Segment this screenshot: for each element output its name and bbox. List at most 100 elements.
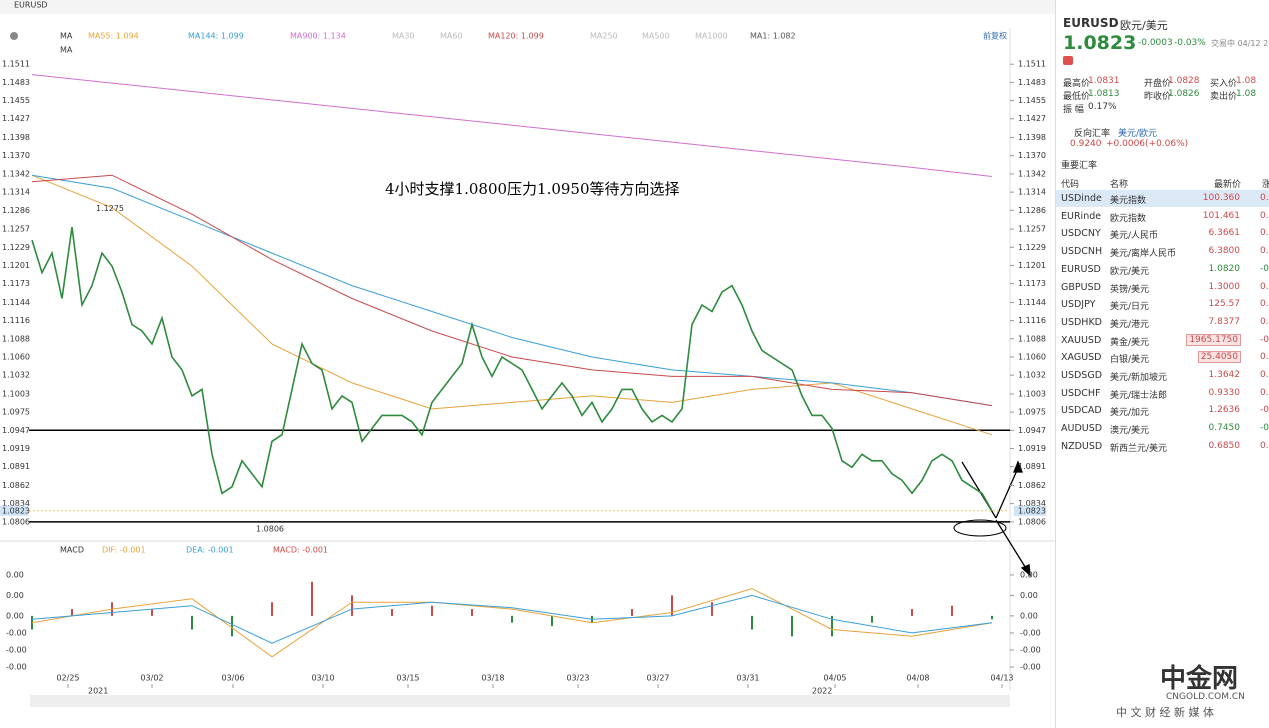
y-tick-label: 1.1286 xyxy=(2,206,30,215)
legend-entry: MA500 xyxy=(642,32,670,41)
change: 0. xyxy=(1260,281,1269,292)
reverse-label: 反向汇率 xyxy=(1074,129,1111,139)
stat: 最低价 xyxy=(1063,92,1091,102)
y-tick-label: 1.1483 xyxy=(1018,78,1046,87)
macd-tick-label: -0.00 xyxy=(1020,628,1041,637)
name: 黄金/美元 xyxy=(1110,337,1150,348)
x-tick-label: 03/23 xyxy=(566,674,589,683)
y-tick-label: 1.1173 xyxy=(2,279,30,288)
y-tick-label: 1.1201 xyxy=(2,261,30,270)
macd-bar xyxy=(471,609,473,616)
name: 美元指数 xyxy=(1110,196,1147,206)
indicator-name: MA xyxy=(60,32,73,41)
y-tick-label: 1.1144 xyxy=(1018,298,1046,307)
macd-bar xyxy=(271,602,273,616)
code: XAUUSD xyxy=(1061,334,1102,346)
last-price: 0.7450 xyxy=(1208,423,1241,434)
name: 美元/港元 xyxy=(1110,319,1150,330)
scrollbar[interactable] xyxy=(30,695,1010,707)
x-tick-label: 04/13 xyxy=(990,674,1013,683)
stat: 最高价 xyxy=(1063,79,1091,89)
ma-line xyxy=(31,174,993,407)
y-tick-label: 1.1342 xyxy=(2,169,30,178)
annotation-title: 4小时支撑1.0800压力1.0950等待方向选择 xyxy=(385,180,680,198)
legend-entry: MA1000 xyxy=(695,32,728,41)
last-price: 0.9330 xyxy=(1208,387,1241,398)
x-tick-label: 02/25 xyxy=(56,674,79,683)
percent: -0.03% xyxy=(1174,38,1206,48)
y-tick-label: 1.0891 xyxy=(2,462,30,471)
y-tick-label: 1.0919 xyxy=(2,444,30,453)
last-price: 6.3800 xyxy=(1208,246,1241,257)
change: -0.0003 xyxy=(1138,38,1173,48)
x-tick-label: 04/08 xyxy=(906,674,929,683)
name: 美元/新加坡元 xyxy=(1110,373,1168,383)
y-tick-label: 1.0975 xyxy=(1018,408,1046,417)
code: USDCNY xyxy=(1061,228,1101,240)
icon[interactable] xyxy=(10,32,18,40)
code: NZDUSD xyxy=(1061,440,1103,452)
stat: 1.08 xyxy=(1236,89,1257,99)
macd-bar xyxy=(71,609,73,616)
favorite[interactable] xyxy=(1063,56,1073,65)
code: USDCNH xyxy=(1061,246,1103,258)
change: -0. xyxy=(1260,405,1269,416)
code: USDinde xyxy=(1061,193,1102,204)
dea-line xyxy=(31,594,993,644)
macd-tick-label: -0.00 xyxy=(6,663,27,672)
last-price-label: 1.0823 xyxy=(2,506,30,515)
adjust-button[interactable]: 前复权 xyxy=(983,31,1007,41)
macd-bar xyxy=(991,615,993,620)
symbol-name: 欧元/美元 xyxy=(1120,19,1168,32)
y-tick-label: 1.0919 xyxy=(1018,444,1046,453)
y-tick-label: 1.1342 xyxy=(1018,169,1046,178)
x-tick-label: 03/27 xyxy=(646,674,669,683)
y-tick-label: 1.1201 xyxy=(1018,261,1046,270)
code: EURinde xyxy=(1061,210,1102,222)
change: 0. xyxy=(1260,387,1269,398)
change: 0. xyxy=(1260,316,1269,327)
code: EURUSD xyxy=(1061,263,1101,275)
macd-tick-label: 0.00 xyxy=(1020,570,1038,579)
y-tick-label: 1.1398 xyxy=(1018,133,1046,142)
y-tick-label: 1.1003 xyxy=(2,389,30,398)
macd-bar xyxy=(911,609,913,616)
macd-bar xyxy=(871,615,873,623)
macd-bar xyxy=(511,615,513,623)
x-tick-label: 03/31 xyxy=(736,674,759,683)
macd-bar xyxy=(951,605,953,616)
ma-line xyxy=(31,74,993,177)
y-tick-label: 1.1427 xyxy=(1018,114,1046,123)
change: 0. xyxy=(1260,299,1269,310)
stat: 昨收价 xyxy=(1144,92,1172,102)
stat: 1.0826 xyxy=(1168,89,1200,99)
watermark-brand: 中金网 xyxy=(1160,664,1239,694)
y-tick-label: 1.1286 xyxy=(1018,206,1046,215)
legend-entry: MA144: 1.099 xyxy=(188,32,244,41)
dif-line xyxy=(31,588,993,658)
stat: 1.0813 xyxy=(1088,89,1120,99)
price: 1.0823 xyxy=(1063,32,1137,54)
last-price: 0.6850 xyxy=(1208,440,1241,451)
macd-bar xyxy=(751,615,753,630)
y-tick-label: 1.1060 xyxy=(2,352,30,361)
y-tick-label: 1.1314 xyxy=(2,188,30,197)
stat: 1.0831 xyxy=(1088,76,1120,86)
y-tick-label: 1.1455 xyxy=(2,96,30,105)
y-tick-label: 1.1088 xyxy=(2,334,30,343)
legend-entry: MA1: 1.082 xyxy=(750,32,796,41)
last-price-tag xyxy=(1014,505,1046,516)
macd-bar xyxy=(711,602,713,616)
change: 0. xyxy=(1260,352,1269,363)
y-tick-label: 1.1370 xyxy=(2,151,30,160)
change: 0. xyxy=(1260,370,1269,380)
legend-entry: MA55: 1.094 xyxy=(88,32,139,41)
legend-entry: MA900: 1.134 xyxy=(290,32,346,41)
stat: 振 幅 xyxy=(1063,105,1084,115)
code: USDCAD xyxy=(1061,405,1102,417)
year-label: 2022 xyxy=(812,687,832,696)
macd-tick-label: -0.00 xyxy=(6,645,27,654)
y-tick-label: 1.0862 xyxy=(1018,481,1046,490)
watermark-slogan: 中 文 财 经 新 媒 体 xyxy=(1116,706,1214,719)
table-title: 重要汇率 xyxy=(1061,161,1098,171)
